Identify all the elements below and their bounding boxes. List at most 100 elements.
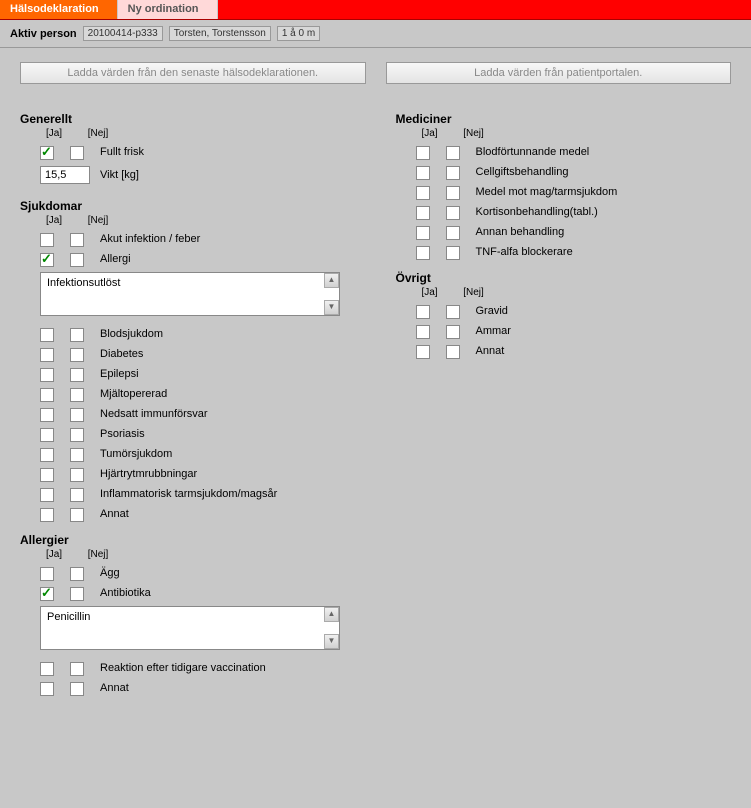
checkbox-nej[interactable]	[446, 246, 460, 260]
form-row: Psoriasis	[20, 425, 356, 445]
tab-bar: Hälsodeklaration Ny ordination	[0, 0, 751, 20]
checkbox-ja[interactable]	[40, 682, 54, 696]
checkbox-ja[interactable]	[40, 508, 54, 522]
checkbox-nej[interactable]	[70, 488, 84, 502]
checkbox-nej[interactable]	[70, 587, 84, 601]
checkbox-nej[interactable]	[70, 328, 84, 342]
checkbox-ja-fullt-frisk[interactable]	[40, 146, 54, 160]
checkbox-ja[interactable]	[40, 468, 54, 482]
person-name: Torsten, Torstensson	[169, 26, 271, 41]
checkbox-nej-fullt-frisk[interactable]	[70, 146, 84, 160]
checkbox-ja[interactable]	[40, 253, 54, 267]
load-patient-portal-button[interactable]: Ladda värden från patientportalen.	[386, 62, 732, 84]
form-row: Cellgiftsbehandling	[396, 163, 732, 183]
checkbox-nej[interactable]	[70, 348, 84, 362]
scroll-up-icon[interactable]: ▲	[324, 273, 339, 288]
scroll-down-icon[interactable]: ▼	[324, 300, 339, 315]
checkbox-nej[interactable]	[70, 368, 84, 382]
header-ja: [Ja]	[40, 128, 68, 139]
form-content: Generellt [Ja] [Nej] Fullt frisk Vikt [k…	[0, 92, 751, 709]
load-buttons-row: Ladda värden från den senaste hälsodekla…	[0, 48, 751, 92]
row-label: Annat	[100, 682, 129, 694]
checkbox-nej[interactable]	[446, 325, 460, 339]
scroll-buttons: ▲▼	[324, 607, 339, 649]
checkbox-ja[interactable]	[416, 226, 430, 240]
row-label: Diabetes	[100, 348, 143, 360]
checkbox-nej[interactable]	[70, 682, 84, 696]
section-generellt-title: Generellt	[20, 112, 356, 126]
tab-halsodeklaration[interactable]: Hälsodeklaration	[0, 0, 118, 19]
form-row: Tumörsjukdom	[20, 445, 356, 465]
person-id: 20100414-p333	[83, 26, 163, 41]
checkbox-ja[interactable]	[40, 488, 54, 502]
section-allergier-title: Allergier	[20, 533, 356, 547]
checkbox-nej[interactable]	[70, 253, 84, 267]
checkbox-ja[interactable]	[40, 388, 54, 402]
checkbox-ja[interactable]	[40, 587, 54, 601]
row-label: Akut infektion / feber	[100, 233, 200, 245]
checkbox-ja[interactable]	[40, 328, 54, 342]
checkbox-ja[interactable]	[40, 662, 54, 676]
checkbox-nej[interactable]	[446, 146, 460, 160]
header-nej: [Nej]	[460, 128, 488, 139]
checkbox-ja[interactable]	[416, 206, 430, 220]
checkbox-ja[interactable]	[416, 246, 430, 260]
form-row: Annat	[396, 342, 732, 362]
scroll-down-icon[interactable]: ▼	[324, 634, 339, 649]
checkbox-ja[interactable]	[40, 348, 54, 362]
form-row: Annat	[20, 679, 356, 699]
row-label: Psoriasis	[100, 428, 145, 440]
textarea-wrap: ▲▼	[40, 606, 340, 653]
checkbox-nej[interactable]	[70, 448, 84, 462]
checkbox-ja[interactable]	[416, 166, 430, 180]
row-label: Inflammatorisk tarmsjukdom/magsår	[100, 488, 277, 500]
checkbox-nej[interactable]	[446, 305, 460, 319]
checkbox-ja[interactable]	[416, 186, 430, 200]
checkbox-ja[interactable]	[40, 233, 54, 247]
row-vikt: Vikt [kg]	[20, 163, 356, 187]
row-label: Tumörsjukdom	[100, 448, 172, 460]
load-last-declaration-button[interactable]: Ladda värden från den senaste hälsodekla…	[20, 62, 366, 84]
checkbox-ja[interactable]	[416, 146, 430, 160]
allergier-detail-textarea[interactable]	[40, 606, 340, 650]
sjukdomar-detail-textarea[interactable]	[40, 272, 340, 316]
vikt-input[interactable]	[40, 166, 90, 184]
checkbox-nej[interactable]	[70, 662, 84, 676]
checkbox-nej[interactable]	[70, 233, 84, 247]
checkbox-ja[interactable]	[416, 325, 430, 339]
checkbox-nej[interactable]	[70, 388, 84, 402]
checkbox-ja[interactable]	[40, 567, 54, 581]
checkbox-nej[interactable]	[70, 567, 84, 581]
checkbox-nej[interactable]	[70, 468, 84, 482]
checkbox-ja[interactable]	[40, 368, 54, 382]
header-ja: [Ja]	[40, 549, 68, 560]
right-column: Mediciner [Ja] [Nej] Blodförtunnande med…	[396, 108, 732, 699]
tab-ny-ordination[interactable]: Ny ordination	[118, 0, 218, 19]
checkbox-ja[interactable]	[40, 428, 54, 442]
checkbox-nej[interactable]	[446, 226, 460, 240]
row-label: Ammar	[476, 325, 511, 337]
checkbox-nej[interactable]	[70, 408, 84, 422]
section-ovrigt-title: Övrigt	[396, 271, 732, 285]
form-row: Kortisonbehandling(tabl.)	[396, 203, 732, 223]
row-label: Nedsatt immunförsvar	[100, 408, 208, 420]
section-sjukdomar-title: Sjukdomar	[20, 199, 356, 213]
checkbox-nej[interactable]	[446, 206, 460, 220]
checkbox-nej[interactable]	[446, 186, 460, 200]
label-vikt: Vikt [kg]	[100, 169, 139, 181]
section-mediciner-title: Mediciner	[396, 112, 732, 126]
checkbox-ja[interactable]	[40, 448, 54, 462]
checkbox-nej[interactable]	[446, 345, 460, 359]
row-label: Blodsjukdom	[100, 328, 163, 340]
checkbox-ja[interactable]	[416, 345, 430, 359]
checkbox-nej[interactable]	[446, 166, 460, 180]
checkbox-ja[interactable]	[40, 408, 54, 422]
checkbox-nej[interactable]	[70, 428, 84, 442]
checkbox-ja[interactable]	[416, 305, 430, 319]
checkbox-nej[interactable]	[70, 508, 84, 522]
scroll-buttons: ▲▼	[324, 273, 339, 315]
row-label: Mjältopererad	[100, 388, 167, 400]
scroll-up-icon[interactable]: ▲	[324, 607, 339, 622]
form-row: Ägg	[20, 564, 356, 584]
form-row: Blodsjukdom	[20, 325, 356, 345]
